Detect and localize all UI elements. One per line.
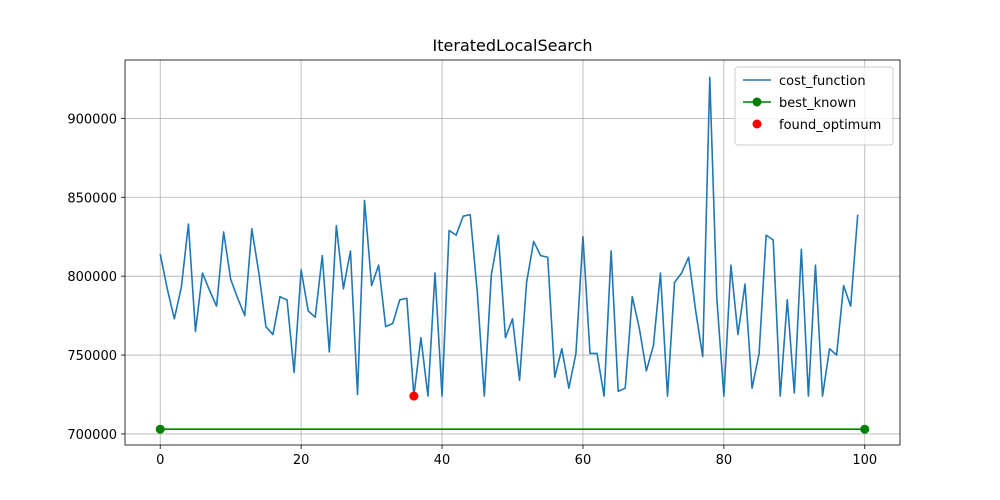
- plot-frame: [124, 59, 901, 446]
- y-tick-label: 700000: [67, 428, 117, 443]
- legend: cost_function best_known found_optimum: [734, 66, 894, 146]
- best-known-point: [860, 424, 870, 434]
- axes: 0 20 40 60 80 100 700000 750000 800000 850000 9000…: [67, 59, 901, 468]
- y-tick-label: 850000: [67, 191, 117, 206]
- best-known-point: [155, 424, 165, 434]
- x-tick-label: 40: [434, 453, 451, 468]
- y-tick-label: 750000: [67, 349, 117, 364]
- x-tick-label: 100: [852, 453, 877, 468]
- legend-found-optimum-marker: [752, 119, 762, 129]
- x-tick-label: 0: [156, 453, 164, 468]
- legend-found-optimum-label: found_optimum: [779, 118, 881, 133]
- legend-cost-function-label: cost_function: [779, 74, 866, 89]
- plot-series: [155, 76, 870, 434]
- y-tick-label: 800000: [67, 270, 117, 285]
- legend-box: [734, 66, 894, 146]
- found-optimum-point: [409, 391, 419, 401]
- x-tick-label: 20: [293, 453, 310, 468]
- legend-best-known-marker: [752, 97, 762, 107]
- chart-title: IteratedLocalSearch: [433, 36, 593, 55]
- y-tick-label: 900000: [67, 112, 117, 127]
- cost-function-line: [159, 76, 859, 397]
- x-tick-label: 80: [716, 453, 733, 468]
- legend-best-known-label: best_known: [779, 96, 856, 111]
- x-tick-label: 60: [575, 453, 592, 468]
